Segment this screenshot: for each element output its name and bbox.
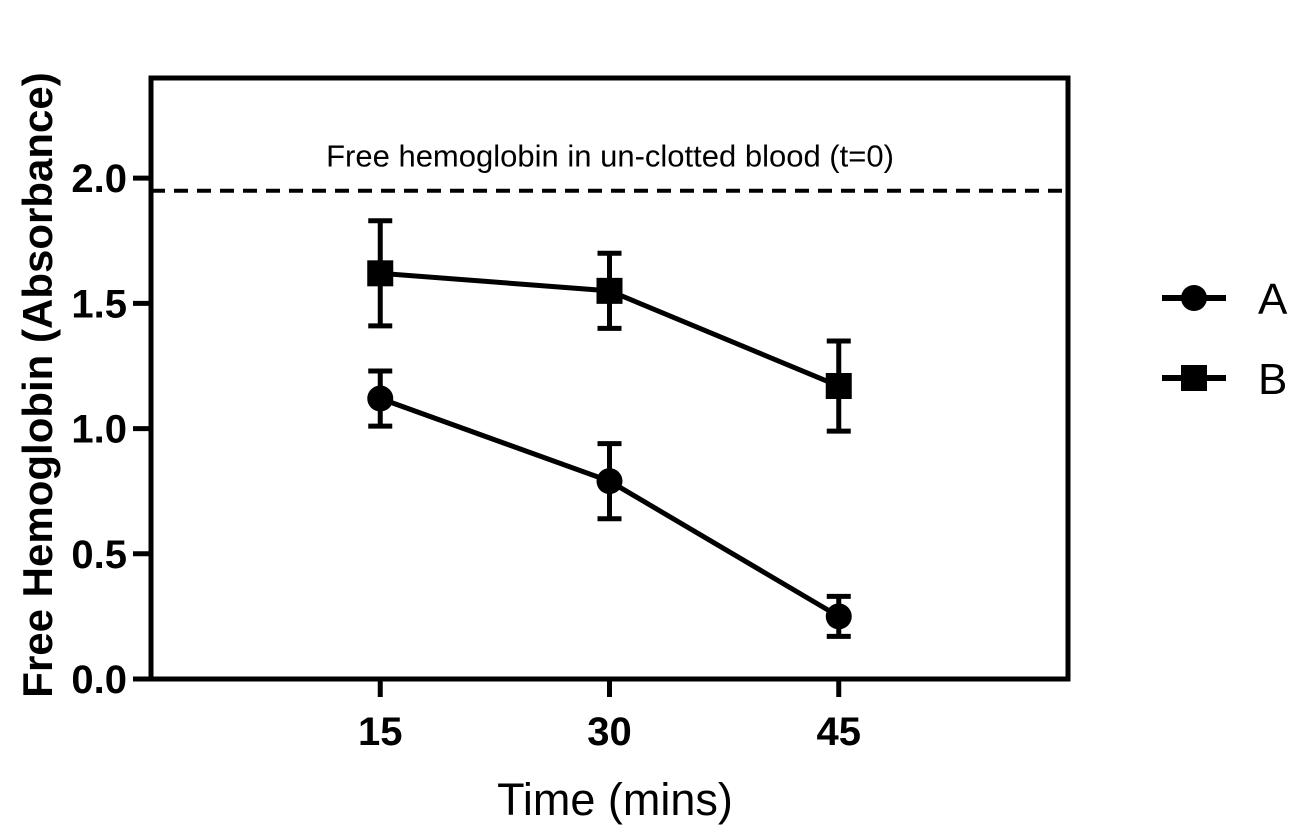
data-point (596, 468, 623, 495)
legend-label: B (1258, 355, 1287, 404)
legend-item-A: A (1162, 275, 1288, 324)
y-tick-label: 2.0 (71, 157, 127, 201)
legend-label: A (1258, 275, 1288, 324)
legend: AB (1162, 275, 1288, 404)
x-tick-label: 15 (358, 710, 403, 754)
data-point (367, 385, 394, 412)
y-tick-label: 1.0 (71, 408, 127, 452)
series-A (367, 368, 852, 639)
series-B (367, 218, 852, 434)
y-tick-label: 0.5 (71, 533, 127, 577)
x-tick-label: 45 (817, 710, 862, 754)
x-axis-title: Time (mins) (497, 774, 733, 825)
y-tick-label: 0.0 (71, 658, 127, 702)
data-point (367, 260, 394, 287)
x-tick-label: 30 (587, 710, 632, 754)
x-axis-ticks: 15 30 45 (358, 679, 861, 754)
data-point (596, 277, 623, 304)
reference-line-label: Free hemoglobin in un-clotted blood (t=0… (326, 139, 894, 174)
series-layer (367, 218, 852, 639)
legend-marker (1181, 285, 1207, 311)
legend-item-B: B (1162, 355, 1287, 404)
y-tick-label: 1.5 (71, 282, 127, 326)
y-axis-title: Free Hemoglobin (Absorbance) (14, 72, 61, 697)
y-axis-ticks: 0.0 0.5 1.0 1.5 2.0 (71, 157, 151, 702)
data-point (825, 603, 852, 630)
data-point (825, 373, 852, 400)
legend-marker (1181, 365, 1207, 391)
